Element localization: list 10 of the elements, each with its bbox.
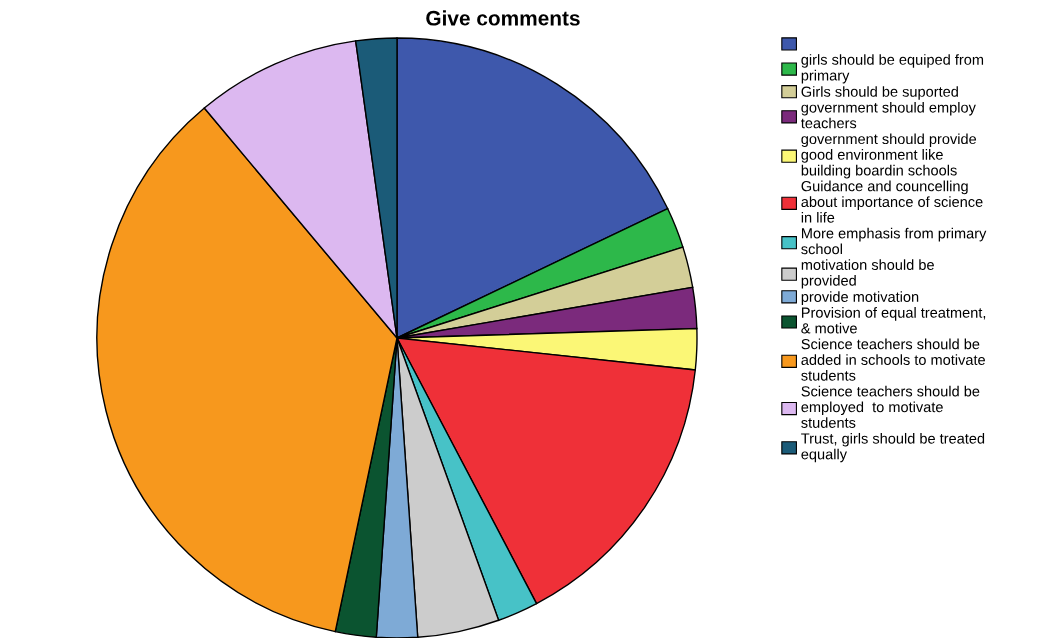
legend-label: Guidance and councelling about importance of science in life [801, 180, 983, 223]
legend-label: Science teachers should be added in schools to motivate students [801, 338, 985, 381]
chart-title: Give comments [426, 10, 580, 26]
legend-label: Science teachers should be employed to motivate students [801, 385, 980, 428]
legend-label: government should provide good environment like building boardin schools [801, 133, 977, 179]
legend-label: Girls should be suported [801, 86, 958, 100]
legend-label: Provision of equal treatment, & motive [801, 307, 986, 334]
legend-label: Trust, girls should be treated equally [801, 432, 985, 463]
legend-label: girls should be equiped from primary [801, 54, 984, 84]
legend-label: provide motivation [801, 291, 919, 305]
